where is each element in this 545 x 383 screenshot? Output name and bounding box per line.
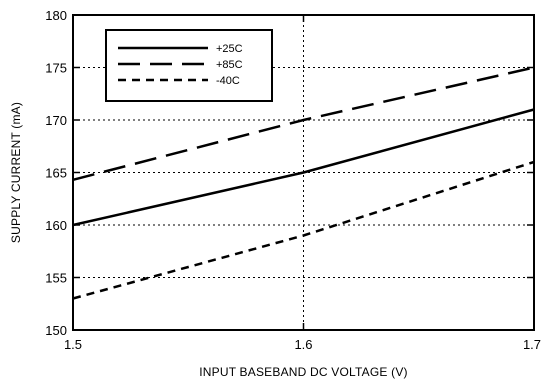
y-tick-label: 155: [45, 271, 67, 286]
x-tick-label: 1.7: [523, 337, 541, 352]
y-tick-label: 180: [45, 8, 67, 23]
y-axis-label: SUPPLY CURRENT (mA): [9, 102, 23, 243]
legend-label: -40C: [216, 75, 240, 87]
x-tick-label: 1.6: [294, 337, 312, 352]
series-line-85C: [72, 66, 535, 182]
legend-label: +25C: [216, 43, 243, 55]
y-tick-label: 170: [45, 113, 67, 128]
axis-ticks: 150 155 160 165 170 175 180 1.5 1.6 1.7: [45, 8, 541, 352]
legend-box: [105, 29, 273, 102]
series-line-40C: [72, 160, 535, 300]
y-tick-label: 150: [45, 323, 67, 338]
legend-label: +85C: [216, 59, 243, 71]
series-lines: [72, 66, 535, 300]
y-tick-label: 165: [45, 166, 67, 181]
series-line-25C: [72, 108, 535, 227]
legend: +25C +85C -40C: [105, 29, 273, 102]
y-tick-label: 175: [45, 61, 67, 76]
x-tick-label: 1.5: [64, 337, 82, 352]
x-axis-label: INPUT BASEBAND DC VOLTAGE (V): [199, 365, 408, 379]
y-tick-label: 160: [45, 218, 67, 233]
